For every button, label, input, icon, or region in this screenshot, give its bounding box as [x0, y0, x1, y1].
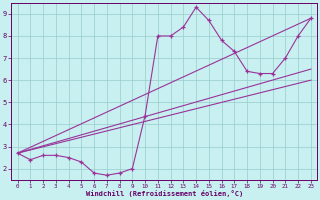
X-axis label: Windchill (Refroidissement éolien,°C): Windchill (Refroidissement éolien,°C)	[85, 190, 243, 197]
